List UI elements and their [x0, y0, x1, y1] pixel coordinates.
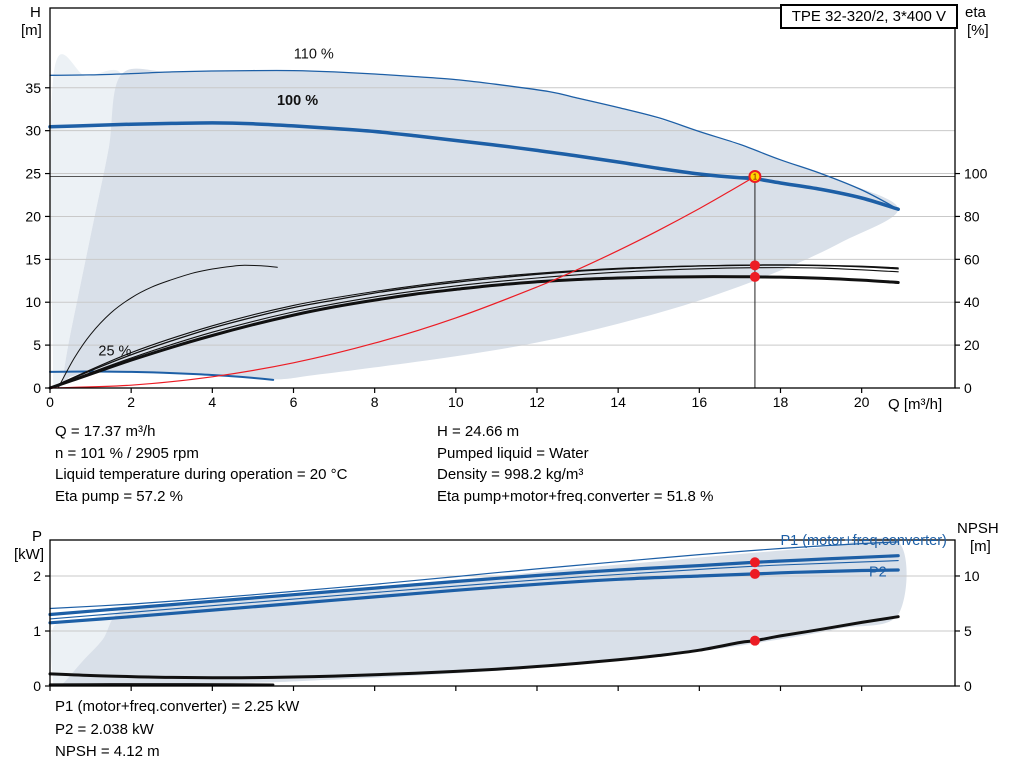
- svg-text:80: 80: [964, 208, 980, 224]
- pump-model-label: TPE 32-320/2, 3*400 V: [791, 8, 946, 25]
- svg-text:P2: P2: [869, 565, 887, 581]
- svg-text:5: 5: [964, 623, 972, 639]
- svg-text:20: 20: [25, 208, 41, 224]
- svg-text:110 %: 110 %: [294, 47, 334, 63]
- svg-text:100 %: 100 %: [277, 93, 318, 109]
- readout-eta-pump: Eta pump = 57.2 %: [55, 487, 183, 505]
- svg-text:6: 6: [290, 394, 298, 410]
- readout-eta-total: Eta pump+motor+freq.converter = 51.8 %: [437, 487, 714, 505]
- h-axis-unit: [m]: [21, 22, 42, 39]
- svg-text:16: 16: [692, 394, 708, 410]
- svg-text:1: 1: [753, 172, 758, 181]
- duty-readouts-left: Q = 17.37 m³/h n = 101 % / 2905 rpm Liqu…: [55, 421, 347, 507]
- p-axis-unit: [kW]: [14, 546, 44, 563]
- svg-text:P1 (motor+freq.converter): P1 (motor+freq.converter): [780, 533, 946, 549]
- eta-axis-title: eta: [965, 4, 986, 21]
- pump-model-box: TPE 32-320/2, 3*400 V: [779, 4, 958, 29]
- svg-text:25: 25: [25, 166, 41, 182]
- svg-text:30: 30: [25, 123, 41, 139]
- svg-text:0: 0: [33, 678, 41, 694]
- svg-text:0: 0: [46, 394, 54, 410]
- readout-p2: P2 = 2.038 kW: [55, 720, 154, 738]
- power-readouts: P1 (motor+freq.converter) = 2.25 kW P2 =…: [55, 696, 299, 764]
- svg-text:0: 0: [33, 380, 41, 396]
- readout-temperature: Liquid temperature during operation = 20…: [55, 466, 348, 483]
- svg-text:10: 10: [25, 294, 41, 310]
- svg-text:20: 20: [964, 337, 980, 353]
- svg-text:35: 35: [25, 80, 41, 96]
- svg-text:5: 5: [33, 337, 41, 353]
- svg-text:8: 8: [371, 394, 379, 410]
- svg-text:10: 10: [448, 394, 464, 410]
- q-axis-title: Q [m³/h]: [888, 396, 943, 413]
- readout-density: Density = 998.2 kg/m³: [437, 466, 584, 483]
- duty-readouts-right: H = 24.66 m Pumped liquid = Water Densit…: [437, 421, 713, 507]
- h-axis-title: H: [30, 4, 41, 21]
- svg-text:14: 14: [610, 394, 626, 410]
- npsh-axis-title: NPSH: [957, 520, 999, 537]
- svg-text:2: 2: [127, 394, 135, 410]
- readout-flow: Q = 17.37 m³/h: [55, 423, 156, 440]
- svg-text:18: 18: [773, 394, 789, 410]
- svg-text:25 %: 25 %: [98, 343, 131, 359]
- svg-text:100: 100: [964, 166, 988, 182]
- readout-liquid: Pumped liquid = Water: [437, 444, 589, 462]
- readout-npsh: NPSH = 4.12 m: [55, 743, 160, 760]
- svg-text:20: 20: [854, 394, 870, 410]
- svg-text:0: 0: [964, 380, 972, 396]
- readout-speed: n = 101 % / 2905 rpm: [55, 444, 199, 462]
- eta-axis-unit: [%]: [967, 22, 989, 39]
- svg-text:40: 40: [964, 294, 980, 310]
- readout-p1: P1 (motor+freq.converter) = 2.25 kW: [55, 698, 300, 715]
- svg-text:4: 4: [208, 394, 216, 410]
- readout-head: H = 24.66 m: [437, 423, 520, 440]
- svg-text:15: 15: [25, 251, 41, 267]
- svg-text:10: 10: [964, 568, 980, 584]
- svg-text:1: 1: [33, 623, 41, 639]
- svg-text:2: 2: [33, 568, 41, 584]
- npsh-axis-unit: [m]: [970, 538, 991, 555]
- p-axis-title: P: [32, 528, 43, 545]
- svg-text:0: 0: [964, 678, 972, 694]
- svg-text:12: 12: [529, 394, 545, 410]
- svg-text:60: 60: [964, 251, 980, 267]
